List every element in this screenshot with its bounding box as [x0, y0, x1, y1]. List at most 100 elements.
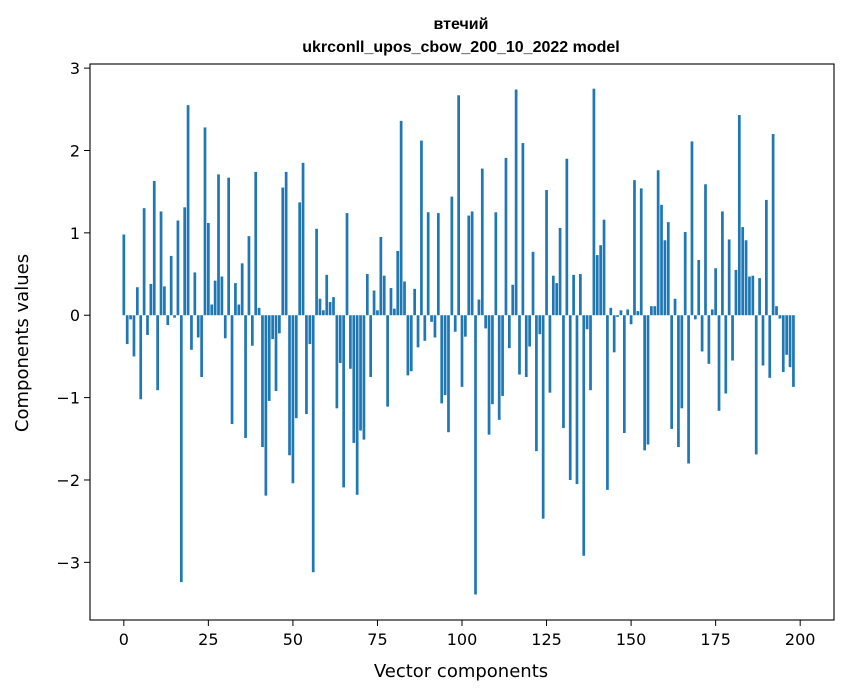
bar-30	[223, 315, 227, 339]
bar-29	[220, 276, 224, 316]
bar-3	[132, 315, 136, 357]
bar-53	[301, 162, 305, 316]
bar-196	[785, 315, 789, 355]
bar-137	[585, 315, 589, 330]
bar-159	[660, 204, 663, 316]
bar-190	[765, 199, 768, 316]
x-tick-label: 100	[447, 630, 478, 649]
bar-87	[416, 315, 420, 348]
bar-111	[497, 315, 501, 420]
bar-59	[321, 310, 325, 316]
bar-119	[524, 315, 528, 378]
bar-73	[369, 315, 373, 378]
bar-21	[193, 272, 197, 316]
y-tick-label: −3	[56, 553, 80, 572]
bar-31	[227, 177, 231, 316]
bar-15	[173, 315, 176, 318]
bar-50	[291, 315, 295, 484]
bar-97	[450, 196, 454, 316]
bar-113	[504, 157, 508, 316]
bar-151	[633, 180, 636, 316]
bar-83	[403, 281, 406, 316]
bar-181	[734, 269, 738, 316]
bar-100	[460, 315, 464, 387]
bar-157	[653, 306, 657, 316]
x-tick-label: 0	[119, 630, 129, 649]
bar-101	[464, 315, 467, 337]
bar-169	[693, 315, 697, 320]
x-tick-label: 175	[700, 630, 731, 649]
bar-124	[541, 315, 545, 519]
bar-127	[551, 275, 555, 316]
bar-77	[382, 275, 386, 316]
bar-148	[622, 315, 626, 434]
bar-96	[447, 315, 450, 433]
bar-0	[122, 234, 126, 316]
bar-176	[717, 315, 721, 411]
bar-81	[396, 250, 400, 316]
bar-41	[261, 315, 264, 448]
bar-28	[217, 174, 220, 316]
bar-86	[413, 288, 417, 316]
bar-56	[311, 315, 315, 573]
bar-167	[687, 315, 690, 464]
bar-141	[599, 245, 603, 316]
y-tick-label: −1	[56, 389, 80, 408]
bar-191	[768, 315, 772, 378]
bar-197	[788, 315, 792, 368]
bar-189	[761, 315, 765, 366]
bar-180	[731, 315, 734, 361]
bar-142	[602, 219, 606, 316]
bar-162	[670, 315, 674, 429]
bar-195	[781, 315, 785, 373]
bar-2	[129, 315, 132, 320]
bar-115	[511, 284, 515, 316]
bar-186	[751, 275, 755, 316]
bar-147	[619, 310, 623, 316]
bar-4	[135, 287, 139, 316]
bar-145	[612, 315, 616, 353]
bar-17	[179, 315, 183, 583]
bar-13	[166, 315, 170, 326]
bar-182	[737, 115, 741, 316]
bar-95	[443, 315, 447, 396]
y-tick-label: 3	[70, 59, 80, 78]
bar-99	[457, 95, 460, 316]
bar-11	[159, 211, 163, 316]
bar-43	[267, 315, 271, 401]
bar-80	[393, 308, 396, 316]
bar-24	[203, 127, 207, 316]
bar-9	[152, 180, 156, 316]
bar-114	[507, 315, 511, 349]
bar-74	[372, 290, 376, 316]
chart-title: втечий	[434, 16, 489, 33]
bar-183	[741, 227, 745, 316]
bar-103	[470, 211, 474, 316]
bar-117	[518, 315, 521, 375]
bar-70	[359, 315, 362, 431]
bar-46	[278, 315, 281, 334]
bar-128	[555, 283, 559, 316]
bar-120	[528, 315, 531, 347]
bar-26	[210, 304, 214, 316]
bar-107	[484, 315, 488, 329]
bar-188	[758, 278, 761, 316]
bar-49	[288, 315, 291, 456]
y-tick-label: 2	[70, 141, 80, 160]
bar-42	[264, 315, 268, 496]
bar-166	[683, 232, 687, 316]
bar-14	[169, 255, 173, 316]
bar-65	[342, 315, 345, 488]
bar-32	[230, 315, 234, 424]
bar-5	[139, 315, 143, 400]
bar-109	[491, 315, 494, 405]
bar-76	[379, 236, 383, 316]
bar-71	[362, 315, 366, 440]
bar-69	[355, 315, 359, 495]
y-tick-label: 1	[70, 224, 80, 243]
bar-155	[646, 315, 650, 445]
bar-177	[721, 211, 724, 316]
bar-61	[328, 302, 332, 316]
bar-64	[338, 315, 342, 363]
